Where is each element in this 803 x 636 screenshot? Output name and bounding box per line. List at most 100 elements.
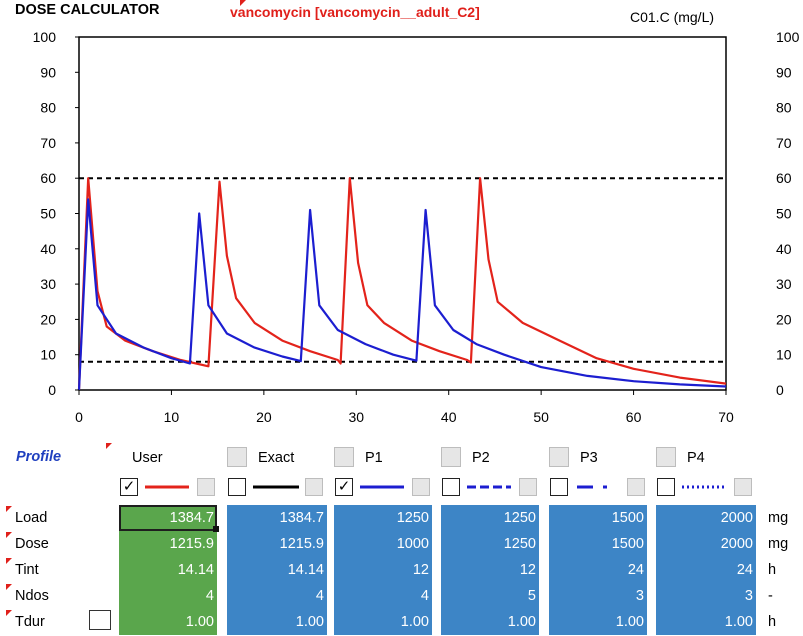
cell-load-user[interactable]: 1384.7 xyxy=(119,505,217,531)
x-tick-label: 30 xyxy=(348,409,364,425)
cell-ndos-p2: 5 xyxy=(441,583,539,609)
y-tick-label-right: 40 xyxy=(776,241,792,257)
cell-dose-p3: 1500 xyxy=(549,531,647,557)
cell-tdur-p1: 1.00 xyxy=(334,609,432,635)
show-curve-checkbox-p4[interactable] xyxy=(657,478,675,496)
concentration-chart: 0 0 10 10 20 20 30 30 40 40 50 50 60 60 70 70 80 80 90 90 10… xyxy=(33,29,800,425)
show-curve-checkbox-p3[interactable] xyxy=(550,478,568,496)
y-tick-label: 40 xyxy=(40,241,56,257)
show-curve-checkbox-p1[interactable]: ✓ xyxy=(335,478,353,496)
x-tick-label: 20 xyxy=(256,409,272,425)
comment-marker xyxy=(240,0,246,6)
x-tick-label: 70 xyxy=(718,409,734,425)
concentration-unit-label: C01.C (mg/L) xyxy=(630,9,715,25)
cell-dose-exact: 1215.9 xyxy=(227,531,327,557)
y-tick-label: 10 xyxy=(40,347,56,363)
cell-dose-p4: 2000 xyxy=(656,531,756,557)
y-tick-label-right: 80 xyxy=(776,100,792,116)
column-header-p2: P2 xyxy=(472,450,490,466)
show-curve-checkbox-p2[interactable] xyxy=(442,478,460,496)
comment-marker xyxy=(6,584,12,590)
y-tick-label: 100 xyxy=(33,29,57,45)
line-style-sample-p4 xyxy=(680,477,728,497)
y-tick-label-right: 20 xyxy=(776,311,792,327)
cell-ndos-user[interactable]: 4 xyxy=(119,583,217,609)
line-style-sample-user xyxy=(143,477,191,497)
line-style-picker-p3[interactable] xyxy=(627,478,645,496)
x-tick-label: 10 xyxy=(164,409,180,425)
y-tick-label-right: 50 xyxy=(776,206,792,222)
cell-tint-user[interactable]: 14.14 xyxy=(119,557,217,583)
series-line-user xyxy=(77,177,727,391)
profile-label: Profile xyxy=(16,449,62,465)
tdur-checkbox[interactable] xyxy=(89,610,111,630)
drug-title: vancomycin [vancomycin__adult_C2] xyxy=(230,4,480,20)
line-style-picker-p1[interactable] xyxy=(412,478,430,496)
comment-marker xyxy=(6,610,12,616)
column-toggle-p3[interactable] xyxy=(549,447,569,467)
fill-handle[interactable] xyxy=(213,526,219,532)
y-tick-label-right: 10 xyxy=(776,347,792,363)
y-tick-label: 80 xyxy=(40,100,56,116)
cell-tint-p4: 24 xyxy=(656,557,756,583)
comment-marker xyxy=(106,443,112,449)
column-toggle-p4[interactable] xyxy=(656,447,676,467)
y-tick-label: 0 xyxy=(48,382,56,398)
y-tick-label: 30 xyxy=(40,276,56,292)
line-style-sample-p2 xyxy=(465,477,513,497)
row-label-tdur: Tdur xyxy=(15,614,45,630)
x-tick-label: 50 xyxy=(533,409,549,425)
show-curve-checkbox-user[interactable]: ✓ xyxy=(120,478,138,496)
unit-tdur: h xyxy=(768,614,777,630)
column-header-p3: P3 xyxy=(580,450,598,466)
row-label-load: Load xyxy=(15,510,48,526)
cell-dose-p1: 1000 xyxy=(334,531,432,557)
row-label-ndos: Ndos xyxy=(15,588,49,604)
x-tick-label: 60 xyxy=(626,409,642,425)
y-tick-label-right: 0 xyxy=(776,382,784,398)
line-style-picker-p4[interactable] xyxy=(734,478,752,496)
line-style-sample-p1 xyxy=(358,477,406,497)
cell-tint-exact: 14.14 xyxy=(227,557,327,583)
y-tick-label: 70 xyxy=(40,135,56,151)
comment-marker xyxy=(6,532,12,538)
cell-tdur-p4: 1.00 xyxy=(656,609,756,635)
cell-ndos-p3: 3 xyxy=(549,583,647,609)
y-tick-label: 90 xyxy=(40,64,56,80)
cell-load-p1: 1250 xyxy=(334,505,432,531)
cell-load-exact: 1384.7 xyxy=(227,505,327,531)
cell-tint-p2: 12 xyxy=(441,557,539,583)
row-label-dose: Dose xyxy=(15,536,49,552)
cell-tdur-p3: 1.00 xyxy=(549,609,647,635)
unit-ndos: - xyxy=(768,588,773,604)
show-curve-checkbox-exact[interactable] xyxy=(228,478,246,496)
y-tick-label-right: 100 xyxy=(776,29,800,45)
unit-load: mg xyxy=(768,510,789,526)
cell-load-p4: 2000 xyxy=(656,505,756,531)
y-tick-label-right: 30 xyxy=(776,276,792,292)
cell-tdur-p2: 1.00 xyxy=(441,609,539,635)
cell-tdur-user[interactable]: 1.00 xyxy=(119,609,217,635)
column-header-user: User xyxy=(132,450,163,466)
cell-ndos-p4: 3 xyxy=(656,583,756,609)
line-style-picker-p2[interactable] xyxy=(519,478,537,496)
line-style-picker-user[interactable] xyxy=(197,478,215,496)
unit-tint: h xyxy=(768,562,777,578)
column-toggle-p2[interactable] xyxy=(441,447,461,467)
comment-marker xyxy=(6,558,12,564)
x-tick-label: 40 xyxy=(441,409,457,425)
plot-area xyxy=(78,36,727,391)
row-label-tint: Tint xyxy=(15,562,39,578)
column-toggle-exact[interactable] xyxy=(227,447,247,467)
line-style-picker-exact[interactable] xyxy=(305,478,323,496)
cell-tdur-exact: 1.00 xyxy=(227,609,327,635)
cell-load-p2: 1250 xyxy=(441,505,539,531)
y-tick-label: 60 xyxy=(40,170,56,186)
unit-dose: mg xyxy=(768,536,789,552)
cell-dose-user[interactable]: 1215.9 xyxy=(119,531,217,557)
cell-ndos-p1: 4 xyxy=(334,583,432,609)
cell-ndos-exact: 4 xyxy=(227,583,327,609)
y-tick-label: 50 xyxy=(40,206,56,222)
line-style-sample-p3 xyxy=(573,477,621,497)
column-toggle-p1[interactable] xyxy=(334,447,354,467)
